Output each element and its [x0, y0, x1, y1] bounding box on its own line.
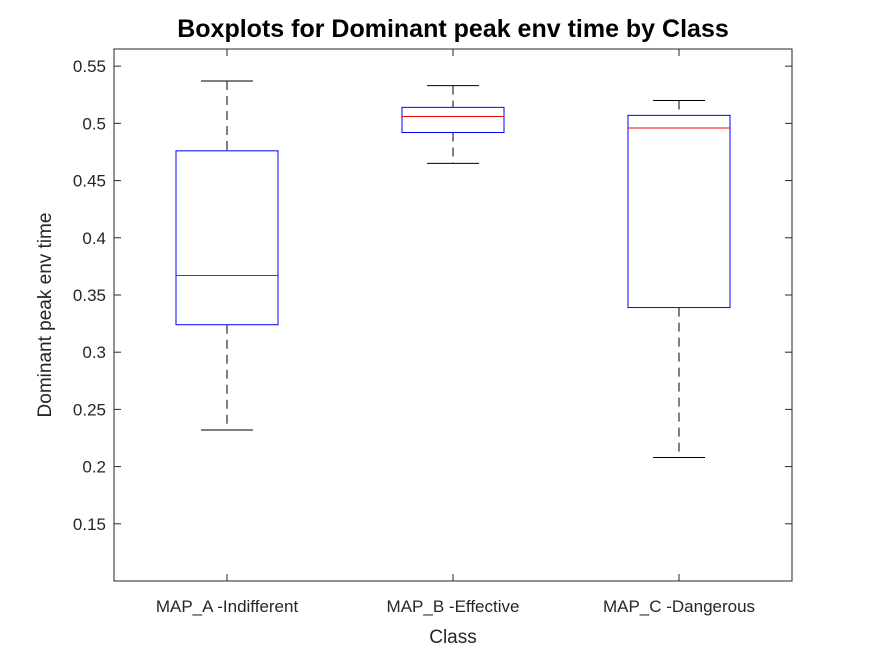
x-tick-label: MAP_B -Effective — [387, 597, 520, 616]
y-tick-label: 0.15 — [73, 515, 106, 534]
x-axis-title: Class — [429, 627, 477, 648]
box-group — [175, 80, 279, 431]
iqr-box — [627, 114, 731, 309]
y-tick-label: 0.35 — [73, 286, 106, 305]
y-tick-label: 0.5 — [82, 114, 106, 133]
axis-ticks: 0.15 0.2 0.25 0.3 0.35 0.4 0.45 0.5 0.55 MAP_A -I… — [73, 49, 792, 616]
y-tick-label: 0.2 — [82, 458, 106, 477]
y-tick-label: 0.4 — [82, 229, 106, 248]
box-group — [401, 85, 505, 164]
chart-title: Boxplots for Dominant peak env time by C… — [177, 15, 729, 43]
x-tick-label: MAP_A -Indifferent — [156, 597, 299, 616]
box-series — [175, 80, 731, 458]
box-group — [627, 99, 731, 458]
y-tick-label: 0.45 — [73, 172, 106, 191]
y-tick-label: 0.3 — [82, 343, 106, 362]
plot-area — [113, 48, 793, 582]
y-tick-label: 0.55 — [73, 57, 106, 76]
iqr-box — [401, 106, 505, 134]
y-axis-title: Dominant peak env time — [35, 213, 56, 418]
y-tick-label: 0.25 — [73, 400, 106, 419]
iqr-box — [175, 150, 279, 326]
x-tick-label: MAP_C -Dangerous — [603, 597, 755, 616]
